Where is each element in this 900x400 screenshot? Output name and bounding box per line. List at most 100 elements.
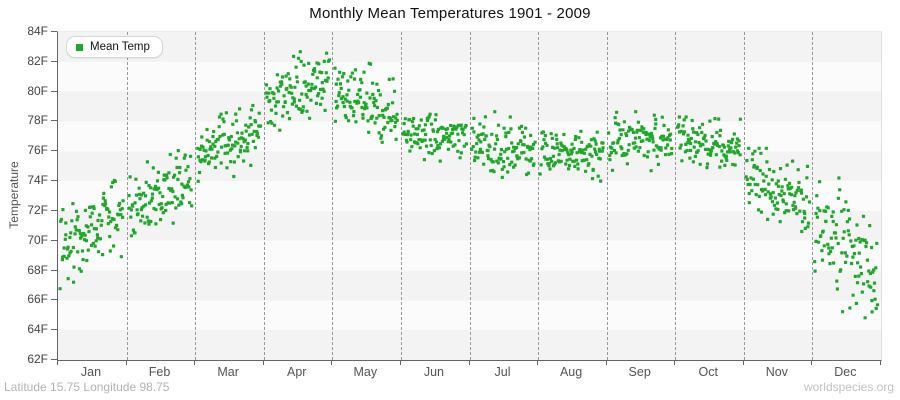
legend[interactable]: Mean Temp (66, 36, 163, 58)
data-point (470, 126, 474, 130)
data-point (613, 116, 617, 120)
data-point (112, 244, 116, 248)
data-point (314, 101, 318, 105)
data-point (476, 133, 481, 137)
data-point (79, 269, 83, 273)
y-tick-label: 76F (27, 143, 48, 158)
data-point (275, 73, 279, 77)
data-point (323, 108, 327, 112)
data-point (309, 98, 313, 102)
data-point (462, 133, 466, 137)
data-point (807, 200, 812, 204)
data-point (361, 112, 365, 117)
data-point (700, 130, 704, 135)
data-point (99, 223, 103, 227)
data-point (835, 287, 839, 291)
month-gridline (195, 32, 197, 360)
data-point (656, 162, 660, 166)
data-point (289, 85, 293, 89)
data-point (767, 167, 772, 172)
data-point (252, 129, 256, 133)
month-gridline (332, 32, 334, 360)
data-point (62, 254, 66, 258)
data-point (872, 289, 876, 293)
data-point (795, 188, 799, 193)
data-point (625, 152, 629, 156)
data-point (654, 117, 658, 121)
data-point (754, 193, 758, 197)
data-point (295, 75, 299, 79)
data-point (464, 142, 468, 146)
data-point (476, 156, 480, 160)
data-point (269, 108, 273, 112)
data-point (581, 148, 585, 152)
data-point (69, 249, 73, 253)
data-point (617, 136, 621, 141)
data-point (272, 96, 276, 100)
data-point (646, 150, 650, 154)
data-point (549, 132, 553, 136)
data-point (66, 277, 70, 281)
data-point (223, 151, 227, 155)
data-point (161, 194, 165, 199)
data-point (591, 168, 595, 172)
data-point (805, 164, 810, 168)
data-point (275, 86, 279, 90)
data-point (506, 156, 510, 160)
data-point (403, 117, 407, 121)
data-point (509, 127, 513, 131)
data-point (836, 196, 840, 200)
data-point (238, 107, 242, 111)
data-point (423, 138, 427, 142)
data-point (305, 95, 309, 99)
data-point (744, 175, 748, 179)
data-point (783, 177, 787, 181)
data-point (234, 119, 239, 123)
data-point (615, 110, 619, 114)
data-point (114, 223, 119, 227)
data-point (797, 180, 801, 185)
month-gridline (675, 32, 677, 360)
data-point (336, 77, 340, 81)
data-point (256, 135, 260, 139)
month-gridline (538, 32, 540, 360)
data-point (661, 134, 666, 138)
data-point (390, 118, 394, 123)
data-point (447, 134, 452, 138)
data-point (579, 129, 583, 133)
data-point (493, 147, 497, 151)
data-point (765, 160, 769, 164)
data-point (300, 92, 304, 96)
data-point (718, 134, 722, 138)
data-point (273, 123, 277, 127)
data-point (769, 195, 773, 199)
data-point (800, 220, 805, 224)
data-point (277, 89, 281, 93)
data-point (243, 138, 247, 142)
data-point (95, 233, 99, 237)
data-point (775, 201, 779, 205)
data-point (852, 244, 856, 248)
y-tick-label: 72F (27, 202, 48, 217)
data-point (409, 133, 413, 137)
data-point (842, 230, 846, 234)
data-point (258, 124, 263, 128)
data-point (449, 123, 453, 128)
data-point (217, 125, 221, 129)
y-tick (51, 329, 57, 331)
data-point (284, 74, 288, 78)
data-point (461, 127, 465, 132)
data-point (645, 155, 649, 159)
data-point (813, 269, 817, 273)
data-point (298, 107, 302, 111)
data-point (573, 137, 577, 141)
data-point (473, 155, 477, 159)
data-point (621, 128, 625, 132)
data-point (198, 147, 202, 151)
data-point (62, 246, 66, 250)
month-gridline (606, 32, 608, 360)
data-point (230, 147, 234, 151)
data-point (418, 146, 422, 150)
data-point (456, 132, 460, 136)
data-point (410, 145, 414, 149)
